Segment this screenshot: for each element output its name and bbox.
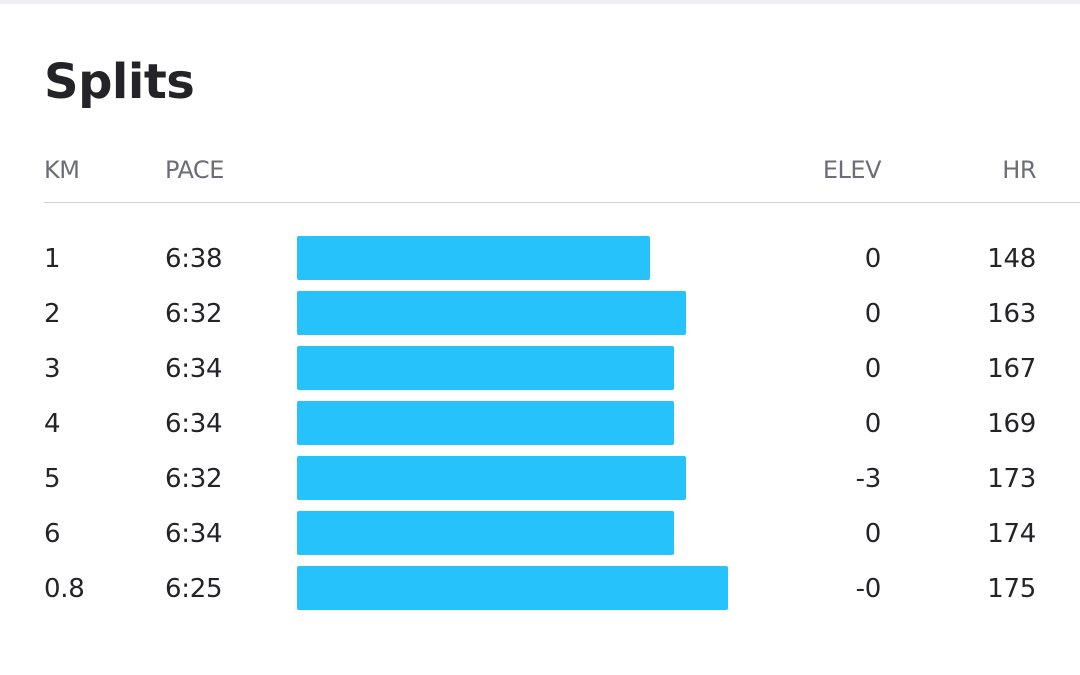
cell: 3 [44,354,61,384]
pace-bar [297,401,674,445]
cell: 0 [864,519,882,549]
cell: 0.8 [44,574,85,604]
cell: -3 [855,464,882,494]
title: Splits [44,54,195,110]
pace-bar [297,456,686,500]
cell: 0 [864,354,882,384]
pace-bar [297,566,728,610]
pace-bar [297,291,686,335]
cell: 6 [44,519,61,549]
cell: 163 [987,299,1036,329]
cell: 6:34 [165,409,223,439]
column-header: HR [1002,156,1036,184]
cell: 6:25 [165,574,223,604]
column-header: ELEV [822,156,882,184]
pace-bar [297,346,674,390]
cell: 173 [987,464,1036,494]
cell: 0 [864,299,882,329]
cell: 5 [44,464,61,494]
cell: 4 [44,409,61,439]
column-header: PACE [165,156,224,184]
cell: 167 [987,354,1036,384]
cell: 6:34 [165,354,223,384]
pace-bar [297,511,674,555]
cell: 6:38 [165,244,223,274]
cell: 0 [864,409,882,439]
cell: 175 [987,574,1036,604]
cell: 6:34 [165,519,223,549]
column-header: KM [44,156,80,184]
cell: 6:32 [165,299,223,329]
cell: 2 [44,299,61,329]
cell: -0 [855,574,882,604]
cell: 6:32 [165,464,223,494]
top-bar [0,0,1080,4]
pace-bar [297,236,650,280]
cell: 148 [987,244,1036,274]
cell: 174 [987,519,1036,549]
cell: 169 [987,409,1036,439]
cell: 1 [44,244,61,274]
header-divider [44,202,1080,203]
cell: 0 [864,244,882,274]
